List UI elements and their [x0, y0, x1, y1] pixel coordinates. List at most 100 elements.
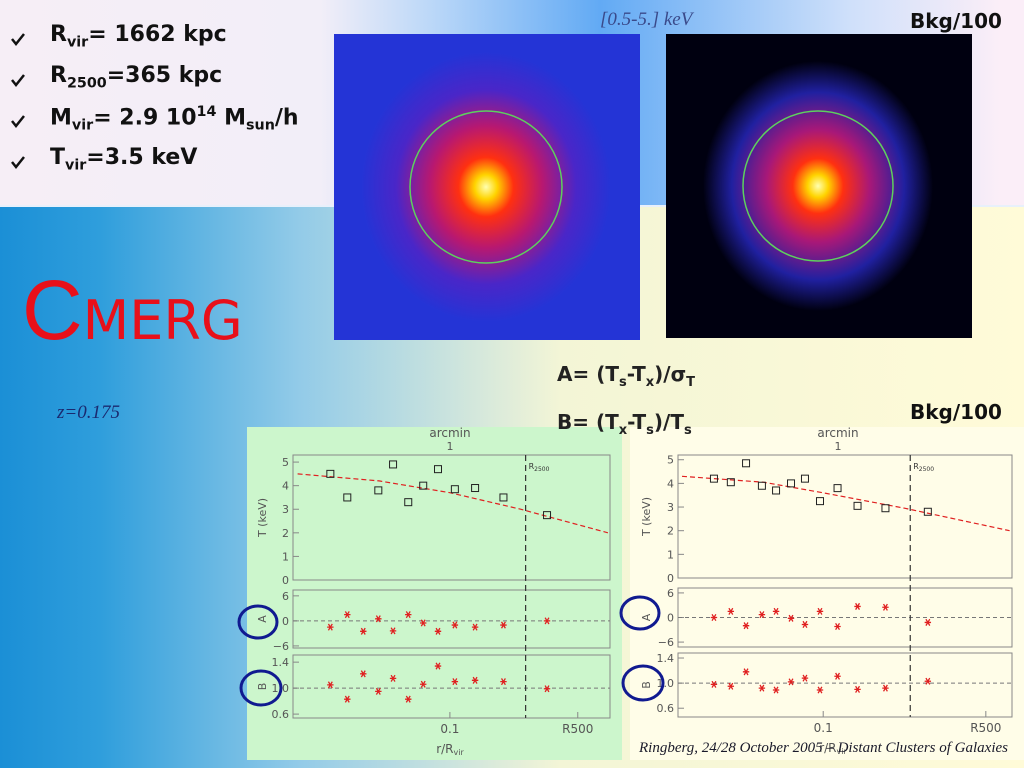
y-tick-label: 1 — [282, 550, 289, 563]
y-tick-label: 6 — [667, 587, 674, 600]
y-tick-label: 2 — [282, 527, 289, 540]
text-run: M — [50, 105, 72, 131]
y-tick-label: 1.0 — [657, 677, 675, 690]
data-point — [343, 493, 352, 502]
data-point — [420, 619, 427, 627]
model-curve — [681, 475, 1010, 532]
data-point — [742, 622, 750, 630]
data-point — [360, 670, 367, 678]
text-run: /h — [274, 105, 299, 131]
subscript: s — [684, 423, 692, 438]
y-axis-label: T (keV) — [640, 497, 653, 537]
data-point — [344, 695, 351, 703]
y-tick-label: 1.4 — [657, 652, 675, 665]
data-point — [543, 511, 552, 520]
data-point — [815, 497, 824, 506]
plot-background — [630, 427, 1024, 760]
data-point — [801, 620, 809, 628]
subscript: vir — [837, 747, 848, 756]
data-point — [710, 613, 718, 622]
data-point — [833, 484, 842, 493]
data-point — [924, 618, 932, 626]
y-tick-label: 5 — [282, 456, 289, 469]
x-tick-label: R500 — [970, 721, 1001, 735]
subscript: sun — [246, 117, 275, 134]
data-point — [389, 674, 397, 682]
top-axis-tick-label: 1 — [447, 440, 454, 453]
data-point — [344, 611, 351, 619]
bullet: Mvir= 2.9 1014 Msun/h — [50, 104, 299, 134]
y-tick-label: 1.4 — [272, 656, 290, 669]
model-curve — [297, 473, 609, 534]
data-point — [451, 678, 459, 686]
data-point — [420, 680, 427, 688]
y-tick-label: 4 — [282, 480, 289, 493]
data-point — [451, 621, 459, 629]
y-tick-label: 6 — [282, 590, 289, 603]
data-point — [834, 672, 841, 680]
text-run: T — [50, 145, 66, 170]
text-run: r/R — [436, 742, 453, 756]
data-point — [709, 474, 718, 483]
data-point — [727, 682, 735, 690]
subscript: vir — [71, 117, 94, 134]
y-axis-label: A — [256, 615, 269, 623]
text-run: =3.5 keV — [86, 145, 198, 170]
data-point — [375, 687, 382, 695]
data-point — [389, 627, 397, 635]
subscript: vir — [454, 748, 465, 757]
data-point — [757, 481, 766, 490]
plot-label: Bkg/100 — [910, 400, 1002, 424]
data-point — [772, 486, 781, 495]
top-axis-label: arcmin — [429, 426, 470, 440]
data-point — [882, 684, 889, 692]
data-point — [800, 474, 809, 483]
text-run: M — [216, 105, 246, 131]
y-tick-label: 2 — [667, 525, 674, 538]
band-label: [0.5-5.] keV — [600, 9, 693, 30]
text-run: A= (T — [557, 362, 619, 386]
subscript: x — [618, 423, 628, 438]
text-run: r/R — [819, 741, 836, 755]
panel-frame — [292, 654, 611, 719]
cluster-emission — [361, 52, 611, 322]
aperture-circle — [742, 110, 894, 262]
y-tick-label: 0.6 — [272, 708, 290, 721]
text-run: = 2.9 10 — [93, 105, 197, 131]
y-tick-label: 0 — [282, 615, 289, 628]
text-run: R — [913, 462, 919, 471]
data-point — [816, 686, 824, 694]
y-tick-label: 0 — [667, 572, 674, 585]
top-axis-tick-label: 1 — [835, 440, 842, 453]
text-run: =365 kpc — [106, 63, 223, 88]
subscript: vir — [65, 157, 87, 174]
data-point — [404, 498, 413, 507]
data-point — [924, 677, 932, 685]
text-run: )/σ — [654, 362, 687, 386]
rich-label: r/Rvir — [436, 742, 464, 757]
data-point — [500, 678, 507, 686]
y-tick-label: 3 — [667, 501, 674, 514]
data-point — [854, 685, 861, 693]
data-point — [471, 676, 479, 684]
subscript: 2500 — [534, 466, 549, 473]
data-point — [772, 607, 780, 615]
top-axis-label: arcmin — [817, 426, 858, 440]
data-point — [742, 459, 751, 468]
subscript: 2500 — [66, 75, 107, 92]
y-tick-label: 5 — [667, 454, 674, 467]
y-axis-label: B — [640, 681, 653, 689]
panel-frame — [677, 454, 1013, 579]
x-tick-label: R500 — [562, 722, 593, 736]
data-point — [419, 481, 428, 490]
data-point — [389, 460, 398, 469]
aperture-circle — [409, 110, 563, 264]
rich-label: R2500 — [913, 462, 934, 473]
data-point — [433, 465, 442, 474]
data-point — [450, 485, 459, 494]
bullet: Tvir=3.5 keV — [50, 145, 197, 173]
subscript: s — [646, 423, 654, 438]
data-point — [327, 681, 334, 689]
